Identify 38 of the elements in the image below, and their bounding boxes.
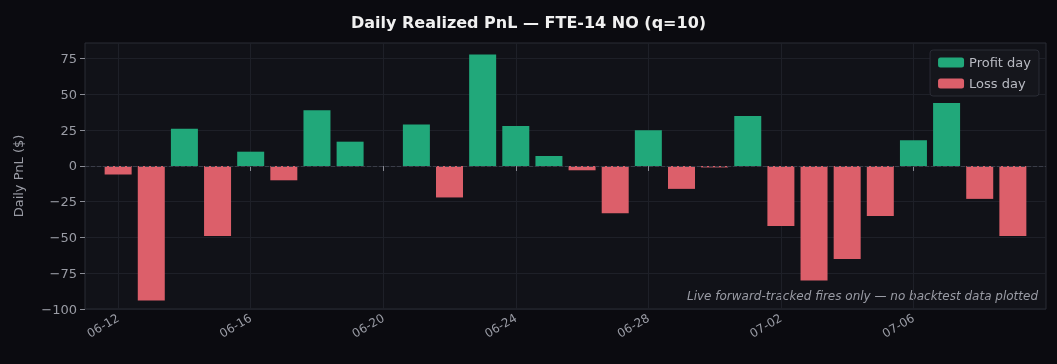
bar [866, 165, 894, 217]
bar [104, 165, 132, 175]
bar [767, 165, 795, 227]
bar [436, 165, 464, 198]
bar [800, 165, 828, 281]
bar [634, 130, 662, 166]
bar [237, 151, 265, 166]
bar [899, 140, 927, 166]
bar [336, 141, 364, 166]
bar [535, 155, 563, 166]
y-tick-label: 50 [60, 86, 77, 102]
y-tick-label: 75 [60, 51, 77, 67]
bar [999, 165, 1027, 237]
bar [137, 165, 165, 301]
legend-label: Profit day [969, 55, 1032, 70]
bar [933, 103, 961, 166]
y-axis-title: Daily PnL ($) [11, 134, 26, 218]
y-tick-label: −25 [49, 194, 77, 210]
bar [204, 165, 232, 237]
y-tick-label: −50 [49, 229, 77, 245]
bar [402, 124, 430, 166]
bar [502, 125, 530, 166]
bar [270, 165, 298, 181]
bar [966, 165, 994, 199]
chart-title: Daily Realized PnL — FTE-14 NO (q=10) [350, 12, 707, 32]
bar [303, 110, 331, 166]
bar [734, 115, 762, 166]
y-tick-label: −100 [41, 301, 77, 317]
annotation: Live forward-tracked fires only — no backtest data plotted [686, 289, 1039, 303]
bar [469, 54, 497, 166]
bar [170, 128, 198, 166]
y-tick-label: 0 [68, 158, 77, 174]
bar [833, 165, 861, 259]
bar [601, 165, 629, 214]
bar [667, 165, 695, 189]
legend-label: Loss day [969, 76, 1026, 91]
y-tick-label: 25 [60, 122, 77, 138]
y-tick-label: −75 [49, 265, 77, 281]
